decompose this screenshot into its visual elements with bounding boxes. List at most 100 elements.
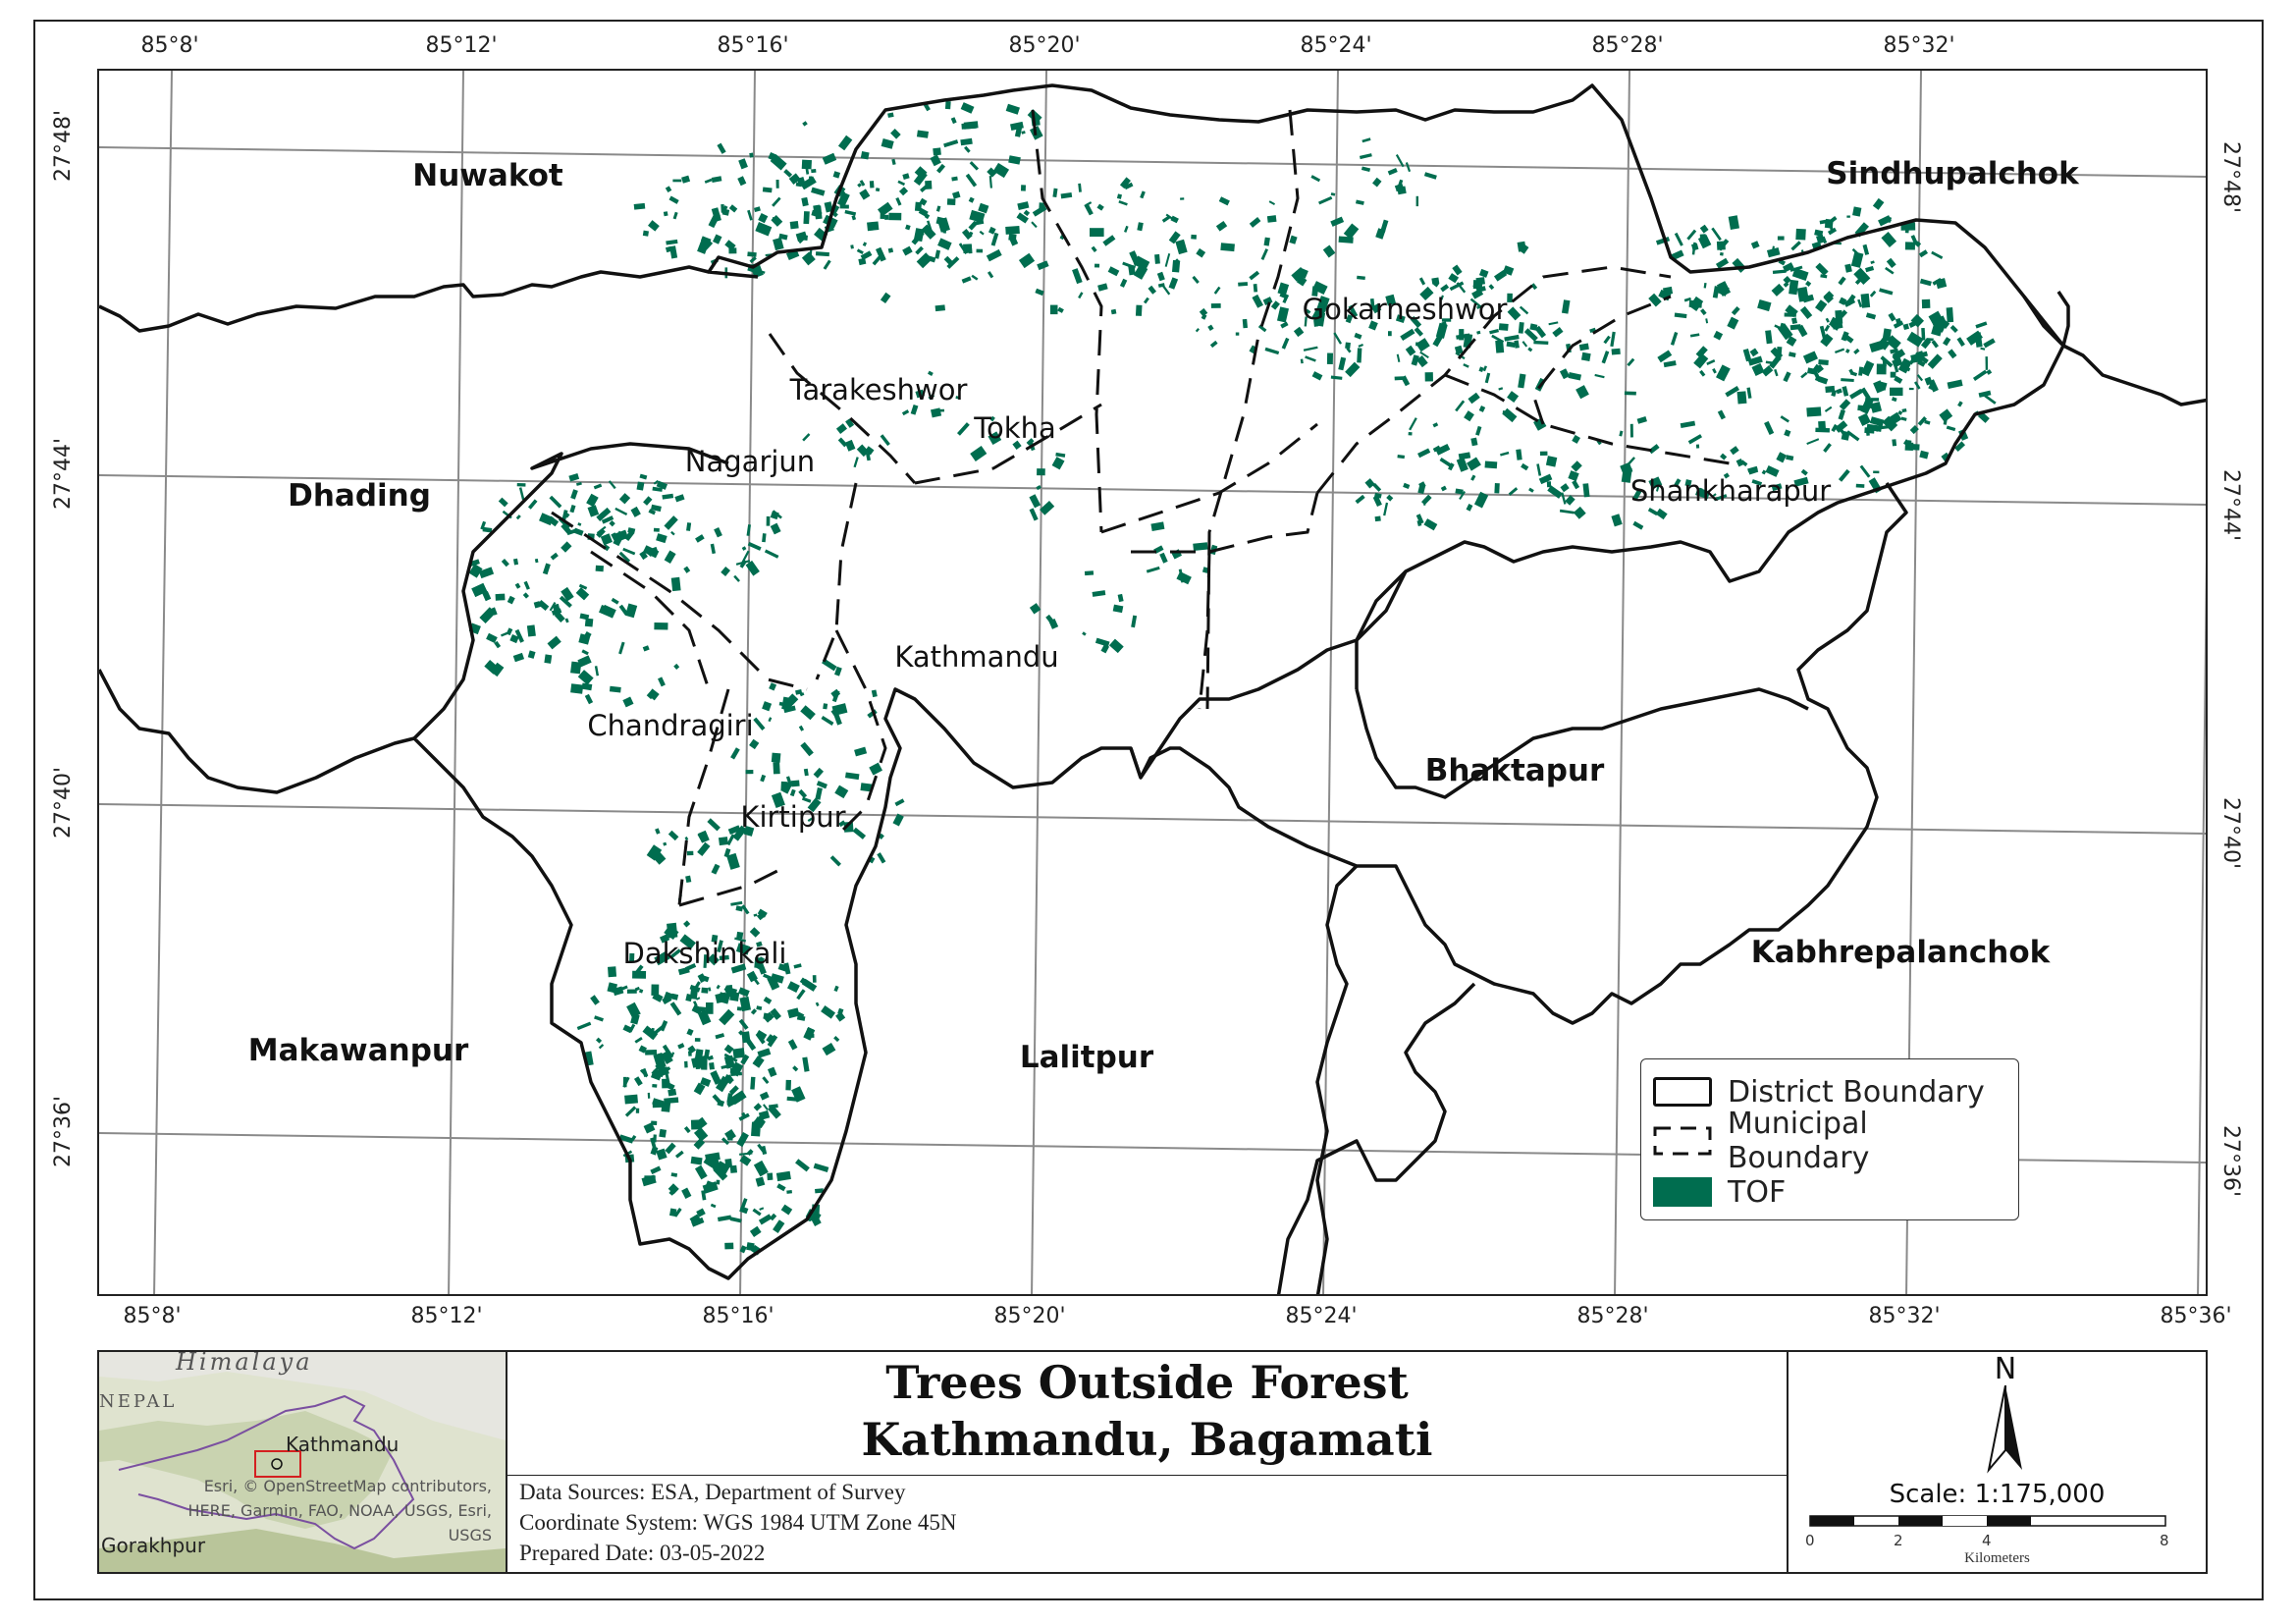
lon-tick-bottom: 85°36' xyxy=(2160,1304,2232,1328)
tof-patch xyxy=(679,934,696,949)
tof-patch xyxy=(1872,197,1885,210)
tof-patch xyxy=(1732,257,1746,273)
tof-patch xyxy=(865,446,875,456)
tof-patch xyxy=(803,211,810,225)
tof-patch xyxy=(1262,297,1273,306)
tof-patch xyxy=(762,187,773,193)
tof-patch xyxy=(754,956,765,970)
lat-tick-right: 27°48' xyxy=(2218,140,2244,214)
tof-patch xyxy=(1825,317,1830,323)
tof-patch xyxy=(1484,460,1498,469)
tof-patch xyxy=(791,1086,806,1103)
tof-patch xyxy=(1939,408,1953,422)
tof-patch xyxy=(593,483,603,490)
tof-patch xyxy=(1175,239,1188,255)
tof-patch xyxy=(918,207,929,217)
tof-patch xyxy=(923,103,931,112)
tof-patch xyxy=(1168,231,1181,244)
tof-patch xyxy=(1084,202,1094,216)
tof-patch xyxy=(771,791,785,809)
muni-label-tokha: Tokha xyxy=(974,411,1056,445)
tof-patch xyxy=(1727,316,1739,330)
locator-inset-map[interactable]: Himalaya NEPAL Kathmandu Gorakhpur Esri,… xyxy=(99,1352,507,1572)
tof-patch xyxy=(919,197,928,206)
tof-patch xyxy=(746,1242,755,1252)
tof-patches xyxy=(468,100,1997,1256)
tof-patch xyxy=(652,1084,658,1088)
tof-patch xyxy=(1688,296,1704,311)
tof-patch xyxy=(772,196,781,207)
tof-patch xyxy=(815,786,823,800)
tof-patch xyxy=(1858,366,1864,376)
tof-patch xyxy=(924,213,931,220)
tof-patch xyxy=(1879,288,1894,296)
tof-patch xyxy=(829,855,841,867)
tof-patch xyxy=(570,661,582,675)
tof-patch xyxy=(711,934,719,943)
tof-patch xyxy=(960,137,973,146)
tof-patch xyxy=(1865,312,1877,320)
tof-patch xyxy=(554,611,565,623)
tof-patch xyxy=(626,1001,641,1018)
tof-patch xyxy=(717,142,726,154)
tof-patch xyxy=(875,188,881,192)
tof-patch xyxy=(757,908,768,918)
tof-patch xyxy=(1249,217,1261,228)
tof-patch xyxy=(798,788,808,799)
tof-patch xyxy=(645,1050,658,1056)
tof-patch xyxy=(1507,306,1522,321)
tof-patch xyxy=(795,1159,810,1172)
tof-patch xyxy=(773,1219,785,1234)
tof-patch xyxy=(1824,324,1831,332)
tof-patch xyxy=(707,953,720,966)
tof-patch xyxy=(1620,461,1633,475)
tof-patch xyxy=(1568,371,1582,381)
tof-patch xyxy=(1029,494,1041,509)
tof-patch xyxy=(542,563,551,575)
tof-patch xyxy=(670,993,679,1001)
tof-patch xyxy=(1029,603,1041,615)
tof-patch xyxy=(753,717,766,731)
tof-patch xyxy=(642,645,650,652)
tof-patch xyxy=(1037,468,1045,476)
tof-patch xyxy=(1786,335,1797,347)
tof-patch xyxy=(667,1183,679,1195)
tof-patch xyxy=(871,689,878,698)
tof-patch xyxy=(1154,253,1160,264)
tof-patch xyxy=(1386,494,1394,502)
tof-patch xyxy=(1619,430,1624,437)
tof-patch xyxy=(737,176,747,187)
tof-patch xyxy=(711,863,721,875)
tof-patch xyxy=(730,963,747,974)
tof-patch xyxy=(1865,265,1875,273)
tof-patch xyxy=(1806,438,1820,446)
scale-tick-4: 4 xyxy=(1982,1532,1992,1549)
map-canvas[interactable] xyxy=(99,71,2208,1296)
tof-patch xyxy=(729,1217,742,1223)
tof-patch xyxy=(1902,323,1909,331)
tof-patch xyxy=(935,216,946,226)
tof-patch xyxy=(955,396,960,400)
tof-patch xyxy=(1345,342,1351,350)
tof-patch xyxy=(686,850,694,856)
prepared-date-text: Prepared Date: 03-05-2022 xyxy=(519,1541,766,1565)
tof-patch xyxy=(762,533,767,543)
tof-patch xyxy=(803,768,809,777)
tof-patch xyxy=(1253,284,1258,293)
tof-patch xyxy=(1475,425,1482,436)
tof-patch xyxy=(1364,478,1375,489)
tof-patch xyxy=(1108,638,1124,654)
tof-patch xyxy=(1674,232,1683,246)
tof-patch xyxy=(723,987,730,995)
tof-patch xyxy=(960,102,975,114)
tof-patch xyxy=(1870,260,1875,264)
tof-patch xyxy=(992,162,1010,179)
tof-patch xyxy=(711,176,722,183)
tof-patch xyxy=(1538,473,1553,485)
tof-patch xyxy=(1695,346,1708,358)
tof-patch xyxy=(1534,325,1547,339)
tof-patch xyxy=(852,827,867,839)
tof-patch xyxy=(1362,137,1371,143)
tof-patch xyxy=(790,780,800,787)
tof-patch xyxy=(1831,423,1839,433)
